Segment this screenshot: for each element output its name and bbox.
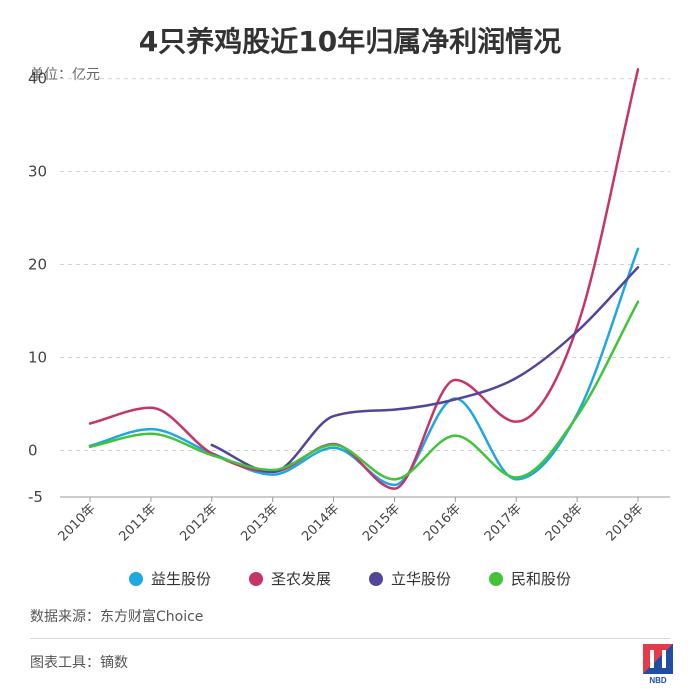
legend: 益生股份 圣农发展 立华股份 民和股份 [0,568,700,589]
x-tick-label: 2013年 [238,501,281,544]
x-tick-label: 2011年 [117,501,160,544]
legend-item-2: 立华股份 [369,568,451,589]
x-tick-labels: 2010年 2011年 2012年 2013年 2014年 2015年 2016年 2017年… [56,497,647,544]
series-layer [88,68,640,490]
data-source: 数据来源：东方财富Choice [30,609,204,625]
x-tick-label: 2018年 [543,501,586,544]
series-line-0 [88,247,640,487]
legend-item-3: 民和股份 [489,568,571,589]
y-tick-label: 10 [28,349,47,367]
legend-dot [248,571,263,586]
y-tick-label: 20 [28,256,47,274]
legend-dot [489,571,504,586]
x-tick-label: 2014年 [299,501,342,544]
series-line-3 [88,300,640,481]
chart-title: 4只养鸡股近10年归属净利润情况 [138,25,562,58]
legend-dot [369,571,383,586]
x-tick-label: 2019年 [604,501,647,544]
legend-item-0: 益生股份 [128,568,211,589]
legend-label: 益生股份 [150,570,211,588]
y-tick-label: -5 [28,488,43,506]
y-tick-label: 40 [28,70,47,88]
legend-label: 民和股份 [511,570,572,588]
legend-label: 圣农发展 [270,570,331,588]
y-tick-label: 30 [28,163,47,181]
nbd-logo-mark [643,644,673,674]
x-tick-label: 2015年 [360,501,403,544]
series-line-1 [88,68,640,490]
legend-item-1: 圣农发展 [248,568,331,589]
nbd-logo: NBD [643,644,673,692]
unit-label: 单位：亿元 [30,67,100,83]
y-tick-label: 0 [28,442,38,460]
x-tick-label: 2010年 [56,501,99,544]
legend-label: 立华股份 [391,570,452,588]
legend-dot [128,571,143,586]
divider [30,638,670,639]
grid-layer [60,78,670,498]
y-tick-labels: -5 0 10 20 30 40 [28,70,47,506]
x-tick-label: 2017年 [482,501,525,544]
x-tick-label: 2016年 [421,501,464,544]
nbd-logo-text: NBD [649,676,667,685]
x-tick-label: 2012年 [177,501,220,544]
chart-tool-credit: 图表工具：镝数 [30,655,128,671]
